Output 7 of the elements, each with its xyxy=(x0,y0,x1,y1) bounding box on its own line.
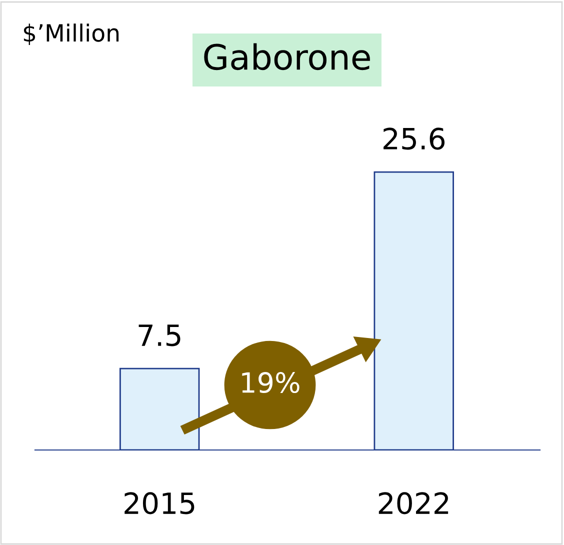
data-label: 25.6 xyxy=(384,128,445,150)
x-tick-label: 2015 xyxy=(124,492,194,514)
text: $’Million xyxy=(24,24,119,45)
x-tick-label: 2022 xyxy=(378,492,448,514)
chart-title: Gaborone xyxy=(204,43,370,70)
annotation: 19% xyxy=(242,372,300,394)
data-label: 7.5 xyxy=(138,324,180,346)
